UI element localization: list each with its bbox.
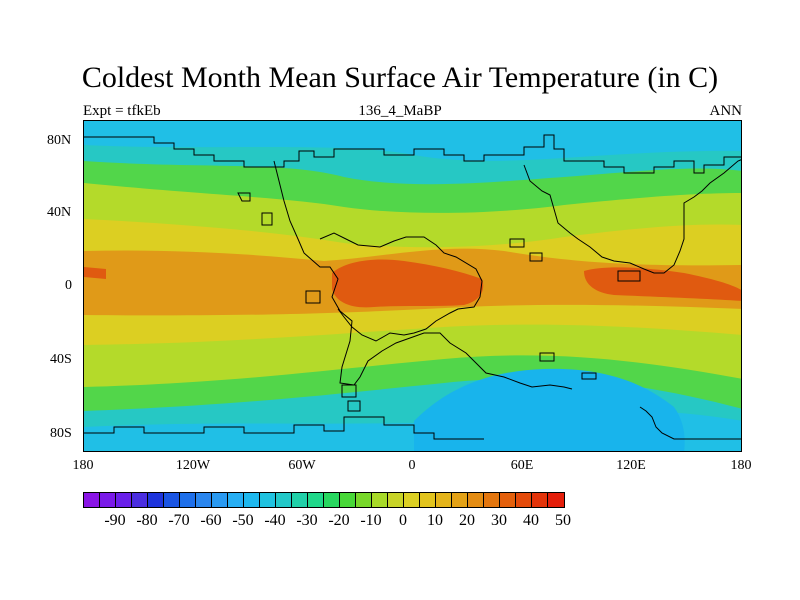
colorbar-box [164, 493, 180, 507]
colorbar-label: -40 [264, 512, 286, 529]
island-outline-6 [581, 372, 597, 380]
hot-core-land [332, 259, 484, 308]
map-canvas [84, 121, 741, 451]
colorbar-label: -60 [200, 512, 222, 529]
colorbar-box [404, 493, 420, 507]
colorbar-box [116, 493, 132, 507]
colorbar-label: 20 [459, 512, 475, 529]
lat-label-80n: 80N [47, 133, 72, 148]
colorbar-box [228, 493, 244, 507]
age-label: 136_4_MaBP [358, 103, 442, 119]
colorbar-box [356, 493, 372, 507]
colorbar-box [180, 493, 196, 507]
coastline-south [84, 416, 484, 440]
colorbar-box [388, 493, 404, 507]
hot-core-west [84, 267, 106, 279]
map-title: Coldest Month Mean Surface Air Temperatu… [81, 61, 719, 94]
colorbar-box [436, 493, 452, 507]
colorbar-box [276, 493, 292, 507]
hot-core-sea [584, 267, 741, 301]
lon-label-60e: 60E [510, 458, 534, 473]
colorbar-label: 50 [555, 512, 571, 529]
island-outline-1 [237, 192, 251, 202]
colorbar-label: -20 [328, 512, 350, 529]
lon-label-180e: 180 [730, 458, 752, 473]
colorbar-box [500, 493, 516, 507]
colorbar-label: -50 [232, 512, 254, 529]
lon-label-120e: 120E [616, 458, 646, 473]
colorbar-box [84, 493, 100, 507]
colorbar-box [516, 493, 532, 507]
lon-label-120w: 120W [175, 458, 211, 473]
colorbar-box [340, 493, 356, 507]
island-outline-5 [539, 352, 555, 362]
colorbar-box [212, 493, 228, 507]
lon-label-180w: 180 [72, 458, 94, 473]
antarctic-cold-pool [414, 368, 685, 451]
lat-label-80s: 80S [50, 426, 72, 441]
island-outline-2 [261, 212, 273, 226]
colorbar-box [148, 493, 164, 507]
colorbar-box [132, 493, 148, 507]
coastlines [84, 134, 741, 440]
colorbar-box [100, 493, 116, 507]
temperature-map [83, 120, 742, 452]
colorbar-label: -10 [360, 512, 382, 529]
island-outline-10 [305, 290, 321, 304]
lon-label-0: 0 [408, 458, 416, 473]
colorbar-box [372, 493, 388, 507]
coastline-east [523, 159, 741, 274]
lat-label-40s: 40S [50, 352, 72, 367]
colorbar-box [260, 493, 276, 507]
colorbar-label: 30 [491, 512, 507, 529]
colorbar-label: -70 [168, 512, 190, 529]
colorbar-label: 10 [427, 512, 443, 529]
experiment-label: Expt = tfkEb [83, 103, 161, 119]
colorbar-box [196, 493, 212, 507]
lat-label-40n: 40N [47, 205, 72, 220]
island-outline-8 [509, 238, 525, 248]
coastline-central-landmass [319, 232, 483, 342]
colorbar-box [420, 493, 436, 507]
island-outline-9 [529, 252, 543, 262]
colorbar-label: 40 [523, 512, 539, 529]
colorbar-box [292, 493, 308, 507]
colorbar-box [324, 493, 340, 507]
coastline-europe-asia [273, 160, 573, 390]
lat-label-0: 0 [65, 278, 72, 293]
coastline-north [84, 134, 741, 174]
colorbar-label: 0 [399, 512, 407, 529]
colorbar-box [308, 493, 324, 507]
colorbar-box [484, 493, 500, 507]
island-outline-4 [347, 400, 361, 412]
colorbar-label: -80 [136, 512, 158, 529]
island-outline-7 [617, 270, 641, 282]
colorbar-label: -90 [104, 512, 126, 529]
colorbar-label: -30 [296, 512, 318, 529]
colorbar-box [452, 493, 468, 507]
colorbar [83, 492, 565, 508]
colorbar-box [468, 493, 484, 507]
colorbar-box [244, 493, 260, 507]
season-label: ANN [709, 103, 743, 119]
coastline-southeast [639, 406, 741, 440]
island-outline-3 [341, 384, 357, 398]
colorbar-box [548, 493, 564, 507]
colorbar-box [532, 493, 548, 507]
lon-label-60w: 60W [288, 458, 316, 473]
